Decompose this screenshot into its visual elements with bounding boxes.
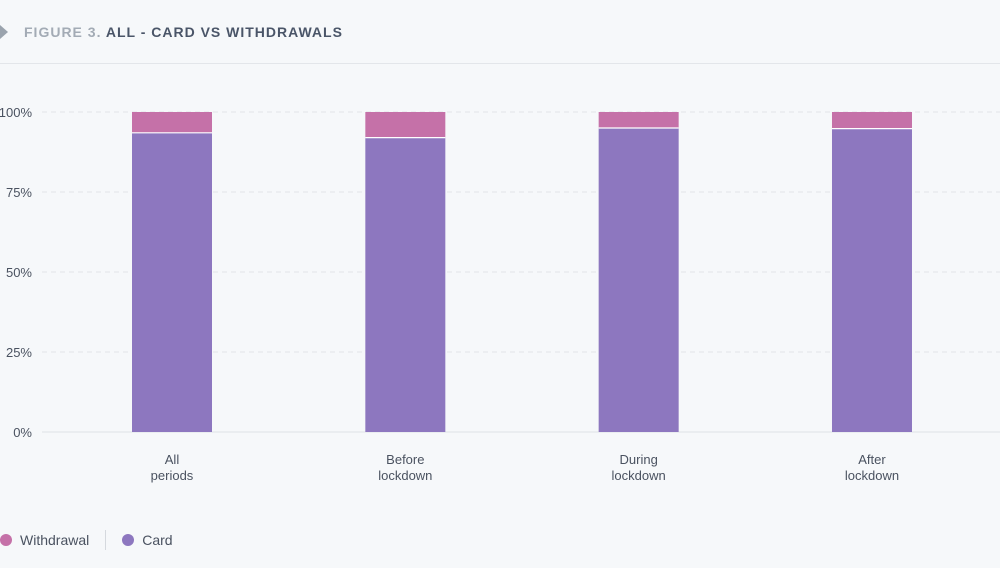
y-tick-label: 25% <box>6 345 32 360</box>
y-tick-label: 100% <box>0 105 32 120</box>
bar-card <box>132 132 212 433</box>
x-tick-label: All periods <box>151 452 194 483</box>
bar-withdrawal <box>598 112 679 128</box>
bar-withdrawal <box>132 112 212 133</box>
figure-title: ALL - CARD VS WITHDRAWALS <box>105 24 343 40</box>
y-tick-label: 0% <box>13 425 32 440</box>
chart-header: FIGURE 3. ALL - CARD VS WITHDRAWALS <box>0 0 1000 64</box>
x-tick-label: After lockdown <box>845 452 899 483</box>
chart-title: FIGURE 3. ALL - CARD VS WITHDRAWALS <box>24 24 343 40</box>
figure-label: FIGURE 3. <box>24 24 102 40</box>
x-tick-label: Before lockdown <box>378 452 432 483</box>
x-tick-label: During lockdown <box>612 452 666 483</box>
stacked-bar-chart: 0% 25% 50% 75% 100% All periods Before lockdown D… <box>0 105 1000 483</box>
chevron-right-icon <box>0 25 8 39</box>
legend-label-withdrawal: Withdrawal <box>20 532 90 548</box>
chart-legend: Withdrawal Card <box>0 530 173 550</box>
bar-card <box>365 137 446 432</box>
y-tick-label: 50% <box>6 265 32 280</box>
legend-dot-card <box>122 534 135 546</box>
legend-dot-withdrawal <box>0 534 12 546</box>
bar-withdrawal <box>365 112 446 138</box>
legend-item-card[interactable]: Card <box>122 532 173 548</box>
legend-label-card: Card <box>142 532 173 548</box>
y-tick-label: 75% <box>6 185 32 200</box>
bar-card <box>831 128 912 432</box>
legend-divider <box>105 530 107 550</box>
legend-item-withdrawal[interactable]: Withdrawal <box>0 532 89 548</box>
bar-card <box>598 128 679 432</box>
bar-withdrawal <box>831 112 912 129</box>
